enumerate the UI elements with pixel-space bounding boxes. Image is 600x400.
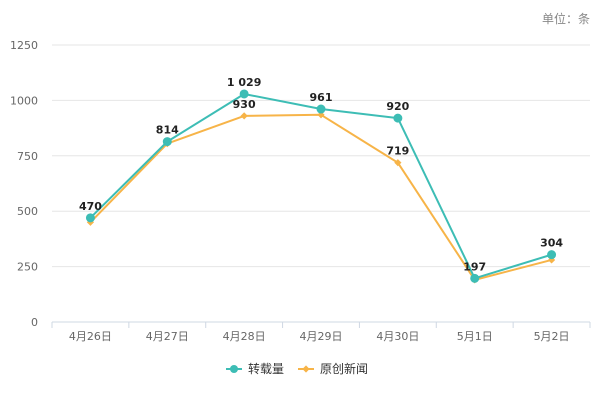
x-tick-label: 5月2日 [534, 330, 570, 343]
legend-item-1[interactable]: 原创新闻 [298, 361, 368, 376]
series-1 [86, 111, 556, 284]
series-line [89, 92, 552, 280]
data-label: 961 [310, 91, 333, 104]
legend-marker [230, 365, 238, 373]
legend-marker [302, 365, 310, 373]
data-label: 814 [156, 124, 179, 137]
data-point[interactable] [240, 112, 248, 120]
x-tick-label: 4月27日 [146, 330, 189, 343]
data-label: 920 [386, 100, 409, 113]
y-tick-label: 250 [17, 261, 38, 274]
x-tick-label: 4月26日 [69, 330, 112, 343]
data-label: 470 [79, 200, 102, 213]
data-label: 1 029 [227, 76, 261, 89]
data-label: 719 [386, 145, 409, 158]
data-point[interactable] [547, 256, 556, 264]
x-tick-label: 4月29日 [300, 330, 343, 343]
x-tick-label: 5月1日 [457, 330, 493, 343]
y-tick-label: 500 [17, 205, 38, 218]
y-tick-label: 0 [31, 316, 38, 329]
series-layer [85, 89, 557, 284]
unit-label: 单位：条 [542, 11, 590, 26]
data-point[interactable] [393, 113, 403, 123]
data-point[interactable] [162, 137, 172, 147]
grid [52, 44, 590, 268]
legend-label: 转载量 [248, 361, 284, 376]
x-tick-label: 4月30日 [376, 330, 419, 343]
data-labels: 930 719 470 814 1 029 961 920 197 304 [79, 76, 563, 273]
data-point[interactable] [394, 159, 402, 167]
series-0 [85, 89, 557, 283]
data-point[interactable] [470, 273, 480, 283]
data-point[interactable] [547, 250, 557, 260]
legend-label: 原创新闻 [320, 361, 368, 376]
y-axis: 0 250 500 750 1000 1250 [10, 39, 38, 329]
x-tick-label: 4月28日 [223, 330, 266, 343]
series-line [89, 113, 552, 281]
legend-item-0[interactable]: 转载量 [226, 361, 284, 376]
data-point[interactable] [316, 104, 326, 114]
data-label: 197 [463, 260, 486, 273]
legend[interactable]: 转载量 原创新闻 [226, 361, 368, 376]
data-label: 930 [233, 98, 256, 111]
y-tick-label: 1000 [10, 94, 38, 107]
data-label: 304 [540, 237, 563, 250]
data-point[interactable] [239, 89, 249, 99]
data-point[interactable] [85, 213, 95, 223]
x-axis: 4月26日 4月27日 4月28日 4月29日 4月30日 5月1日 5月2日 [51, 321, 591, 343]
y-tick-label: 1250 [10, 39, 38, 52]
y-tick-label: 750 [17, 150, 38, 163]
